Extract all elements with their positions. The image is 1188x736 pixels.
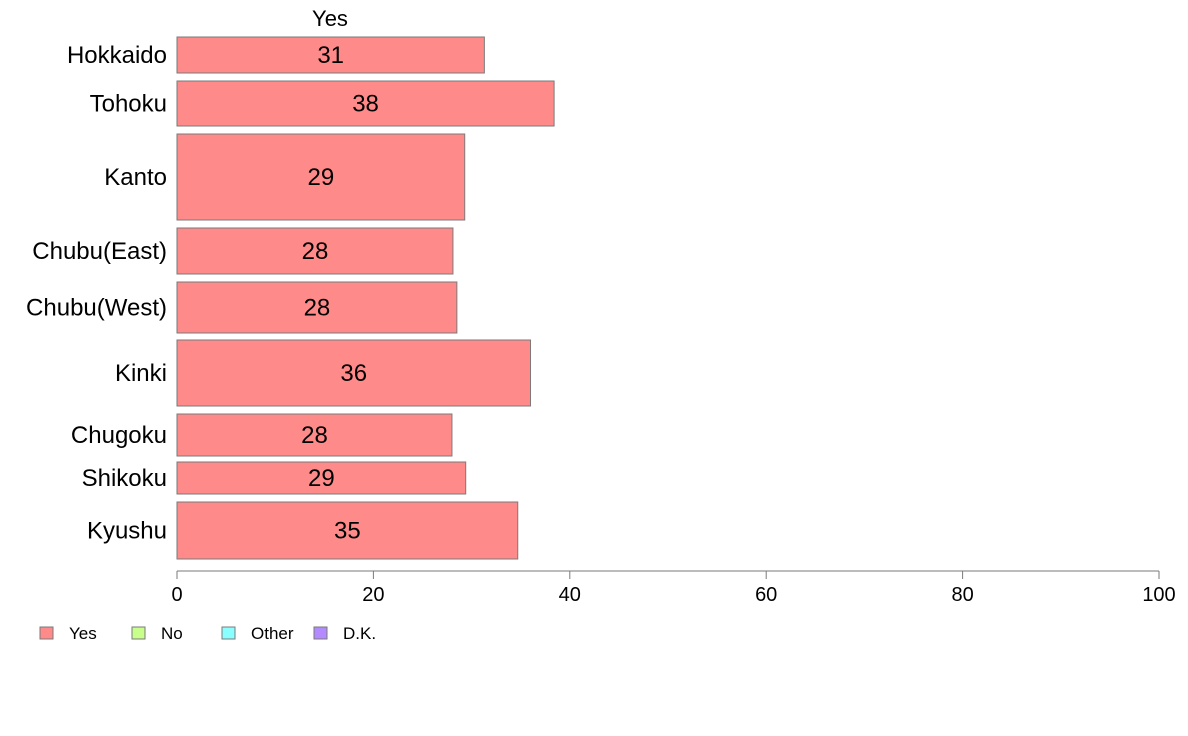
legend-label: Yes	[69, 624, 97, 643]
data-label: 36	[340, 360, 367, 387]
bar	[176, 36, 485, 74]
legend-swatch	[313, 626, 328, 640]
bar	[176, 227, 454, 275]
bars-group: Hokkaido 31 Tohoku 38 Kanto 29 Chubu(East) 28 Ch…	[26, 36, 555, 560]
data-label: 28	[304, 295, 331, 322]
data-label: 31	[317, 42, 344, 69]
bar	[176, 133, 466, 221]
legend-label: Other	[251, 624, 294, 643]
category-label: Chugoku	[71, 422, 167, 449]
data-label: 38	[352, 91, 379, 118]
bar	[176, 413, 453, 457]
category-label: Kyushu	[87, 518, 167, 545]
legend-swatch	[131, 626, 146, 640]
data-label: 29	[308, 164, 335, 191]
data-label: 28	[301, 422, 328, 449]
column-header: Yes	[312, 6, 348, 31]
bar	[176, 501, 519, 560]
x-axis: 0 20 40 60 80 100	[171, 570, 1176, 606]
category-label: Chubu(East)	[32, 238, 167, 265]
data-label: 29	[308, 465, 335, 492]
data-label: 35	[334, 518, 361, 545]
x-tick-label: 100	[1142, 584, 1175, 606]
x-tick-label: 80	[951, 584, 973, 606]
x-tick-label: 40	[559, 584, 581, 606]
legend-label: No	[161, 624, 183, 643]
x-tick-label: 0	[171, 584, 182, 606]
category-label: Kanto	[104, 164, 167, 191]
legend-label: D.K.	[343, 624, 376, 643]
data-label: 28	[302, 238, 329, 265]
category-label: Kinki	[115, 360, 167, 387]
category-label: Chubu(West)	[26, 295, 167, 322]
legend-swatch	[221, 626, 236, 640]
bar	[176, 461, 467, 495]
x-tick-label: 20	[362, 584, 384, 606]
bar	[176, 80, 555, 127]
category-label: Hokkaido	[67, 42, 167, 69]
category-label: Tohoku	[90, 91, 167, 118]
legend-swatch	[39, 626, 54, 640]
category-label: Shikoku	[82, 465, 167, 492]
legend: Yes No Other D.K.	[39, 624, 376, 643]
x-tick-label: 60	[755, 584, 777, 606]
bar	[176, 281, 458, 334]
bar	[176, 339, 532, 407]
